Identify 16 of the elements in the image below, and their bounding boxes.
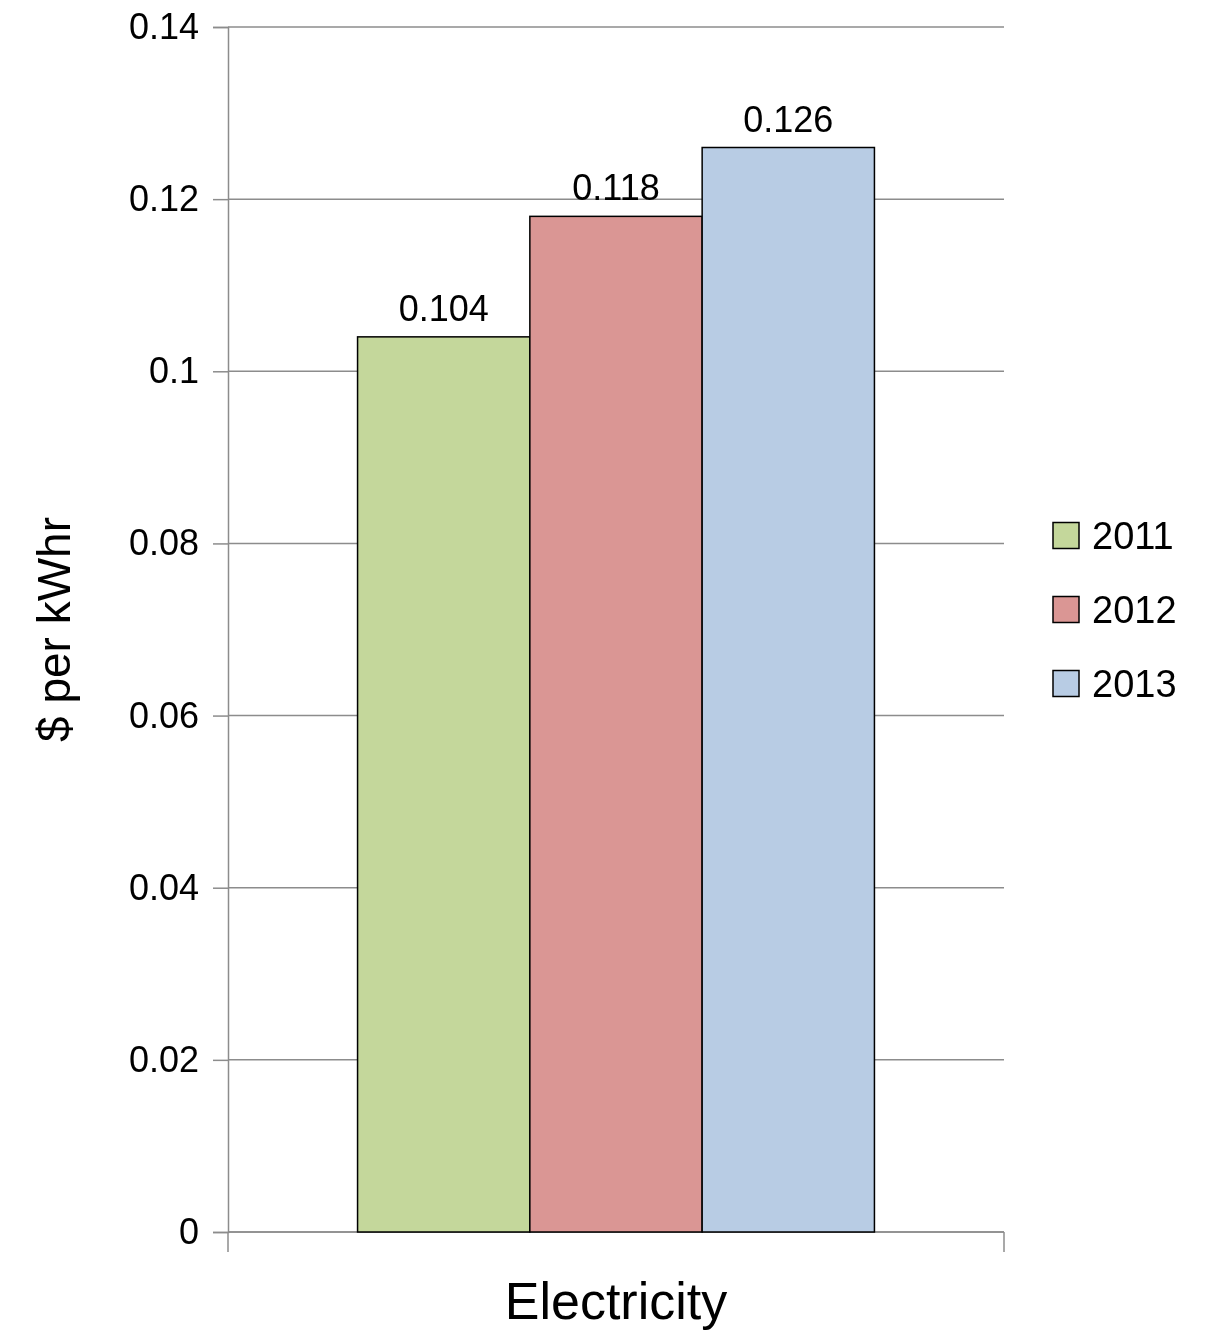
y-axis-title: $ per kWhr xyxy=(28,517,80,742)
data-label: 0.104 xyxy=(398,287,489,329)
legend-label: 2011 xyxy=(1092,514,1174,557)
y-tick-label: 0 xyxy=(178,1211,199,1253)
x-tick-label: Electricity xyxy=(504,1271,728,1330)
legend-label: 2013 xyxy=(1092,662,1177,705)
data-label: 0.126 xyxy=(743,98,834,140)
y-tick-label: 0.06 xyxy=(128,694,199,736)
y-tick-label: 0.12 xyxy=(128,178,199,220)
y-tick-label: 0.08 xyxy=(128,522,199,564)
legend-label: 2012 xyxy=(1092,588,1177,631)
y-tick-label: 0.14 xyxy=(128,6,199,48)
data-label: 0.118 xyxy=(572,167,660,209)
y-tick-label: 0.02 xyxy=(128,1038,199,1080)
y-tick-label: 0.04 xyxy=(128,866,199,908)
y-tick-label: 0.1 xyxy=(148,350,199,392)
